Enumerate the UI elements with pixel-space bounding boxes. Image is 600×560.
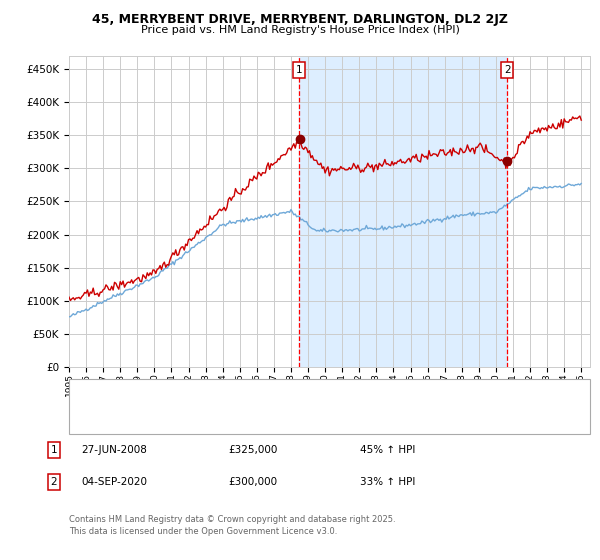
Text: Price paid vs. HM Land Registry's House Price Index (HPI): Price paid vs. HM Land Registry's House … xyxy=(140,25,460,35)
Text: 45% ↑ HPI: 45% ↑ HPI xyxy=(360,445,415,455)
Text: 45, MERRYBENT DRIVE, MERRYBENT, DARLINGTON, DL2 2JZ (detached house): 45, MERRYBENT DRIVE, MERRYBENT, DARLINGT… xyxy=(114,390,496,399)
Text: 1: 1 xyxy=(50,445,58,455)
Text: £325,000: £325,000 xyxy=(228,445,277,455)
Text: 2: 2 xyxy=(50,477,58,487)
Text: £300,000: £300,000 xyxy=(228,477,277,487)
Text: HPI: Average price, detached house, Darlington: HPI: Average price, detached house, Darl… xyxy=(114,414,346,423)
Text: Contains HM Land Registry data © Crown copyright and database right 2025.: Contains HM Land Registry data © Crown c… xyxy=(69,515,395,524)
Bar xyxy=(299,56,508,367)
Text: 33% ↑ HPI: 33% ↑ HPI xyxy=(360,477,415,487)
Text: ────: ──── xyxy=(80,388,110,401)
Text: 45, MERRYBENT DRIVE, MERRYBENT, DARLINGTON, DL2 2JZ: 45, MERRYBENT DRIVE, MERRYBENT, DARLINGT… xyxy=(92,13,508,26)
Text: 04-SEP-2020: 04-SEP-2020 xyxy=(81,477,147,487)
Text: This data is licensed under the Open Government Licence v3.0.: This data is licensed under the Open Gov… xyxy=(69,528,337,536)
Text: 2: 2 xyxy=(504,65,511,75)
Text: 1: 1 xyxy=(296,65,302,75)
Text: 27-JUN-2008: 27-JUN-2008 xyxy=(81,445,147,455)
Text: ────: ──── xyxy=(80,412,110,425)
